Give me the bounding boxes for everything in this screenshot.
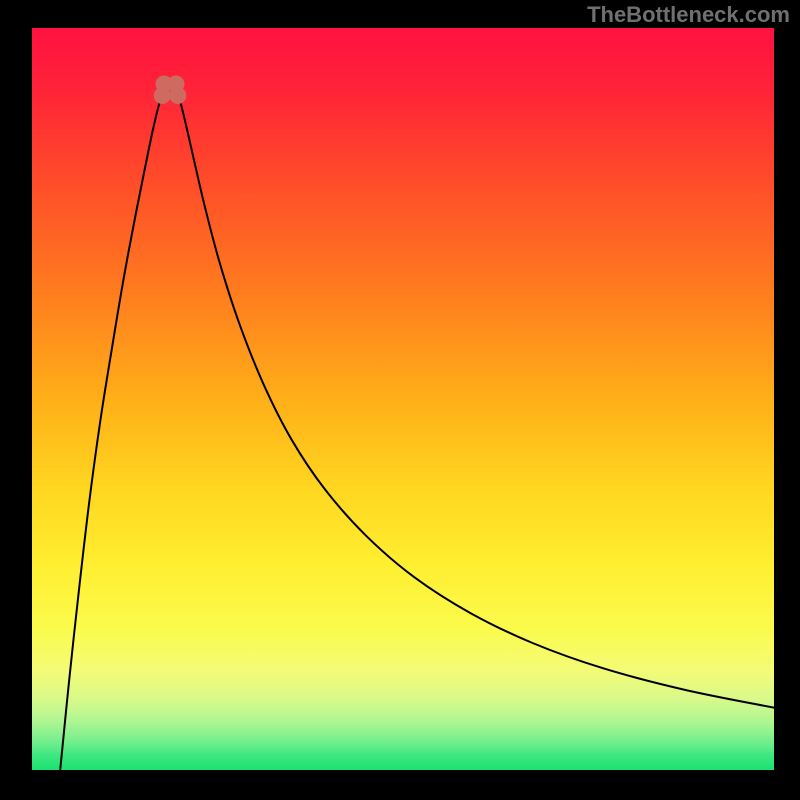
plot-svg <box>32 28 774 770</box>
plot-area <box>32 28 774 770</box>
gradient-background <box>32 28 774 770</box>
watermark-text: TheBottleneck.com <box>587 2 790 28</box>
highlight-marker <box>169 87 186 104</box>
chart-container: TheBottleneck.com <box>0 0 800 800</box>
